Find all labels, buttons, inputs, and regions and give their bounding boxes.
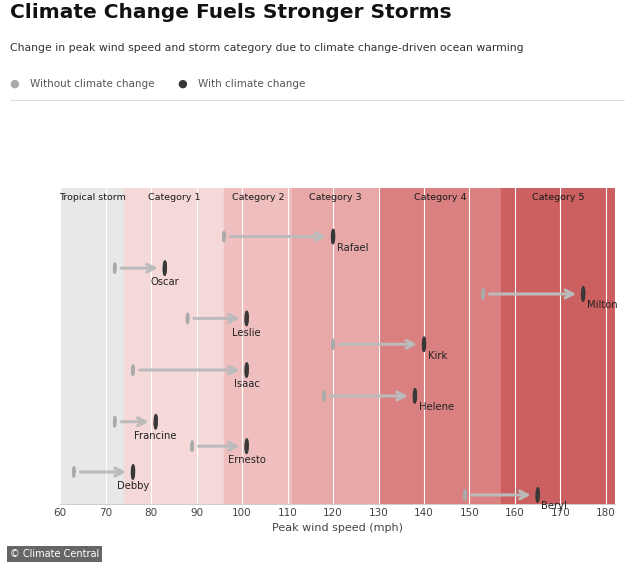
Bar [60,188,124,504]
Circle shape [133,366,134,374]
Text: Category 2: Category 2 [232,192,284,201]
Text: Change in peak wind speed and storm category due to climate change-driven ocean : Change in peak wind speed and storm cate… [10,43,523,53]
Text: Debby: Debby [117,481,149,491]
Circle shape [582,288,584,300]
Text: With climate change: With climate change [198,79,306,89]
Text: ●: ● [10,79,19,89]
Circle shape [245,364,248,376]
Text: Milton: Milton [587,300,618,310]
Text: Oscar: Oscar [150,277,179,287]
Bar [501,188,615,504]
Text: Isaac: Isaac [234,380,259,389]
Circle shape [332,340,333,349]
Text: Category 5: Category 5 [532,192,585,201]
Text: Category 4: Category 4 [413,192,466,201]
Text: ●: ● [178,79,187,89]
Circle shape [482,290,484,298]
Circle shape [223,232,224,241]
Text: Tropical storm: Tropical storm [58,192,126,201]
Circle shape [187,314,188,323]
Circle shape [464,490,465,500]
Text: Category 3: Category 3 [309,192,361,201]
Text: Leslie: Leslie [232,328,261,337]
Bar [224,188,292,504]
Text: Category 1: Category 1 [148,192,200,201]
Text: Climate Change Fuels Stronger Storms: Climate Change Fuels Stronger Storms [10,3,451,22]
Text: Rafael: Rafael [337,243,368,253]
Circle shape [132,465,134,479]
X-axis label: Peak wind speed (mph): Peak wind speed (mph) [272,523,403,533]
Bar [292,188,378,504]
Circle shape [191,442,193,451]
Bar [124,188,224,504]
Circle shape [536,489,539,501]
Text: Ernesto: Ernesto [228,455,266,465]
Circle shape [414,390,416,402]
Circle shape [245,440,248,452]
Text: Helene: Helene [418,402,454,412]
Circle shape [114,417,115,426]
Circle shape [332,230,334,243]
Circle shape [245,312,248,325]
Circle shape [155,415,157,428]
Circle shape [423,338,425,351]
Text: © Climate Central: © Climate Central [10,549,99,559]
Circle shape [114,264,115,273]
Bar [378,188,501,504]
Circle shape [164,262,166,274]
Text: Without climate change: Without climate change [30,79,155,89]
Circle shape [73,468,75,476]
Text: Beryl: Beryl [541,501,567,512]
Circle shape [323,391,325,401]
Text: Kirk: Kirk [428,351,447,361]
Text: Francine: Francine [134,431,177,441]
